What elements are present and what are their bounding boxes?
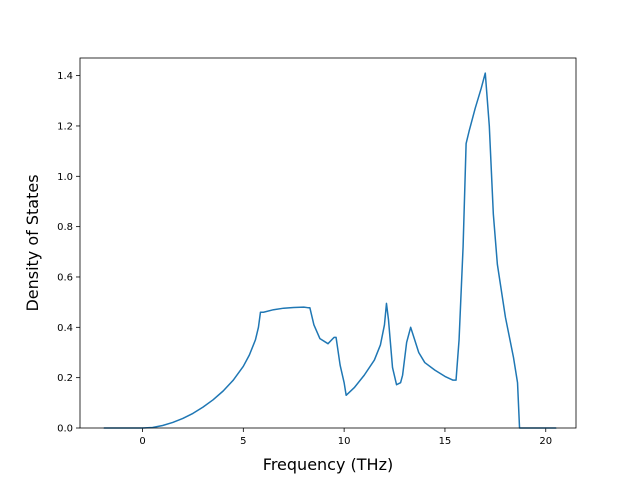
x-tick-label: 20 [539, 436, 552, 447]
x-axis-ticks: 0 5 10 15 20 [139, 428, 552, 447]
y-tick-label: 0.2 [57, 373, 73, 384]
y-tick-label: 0.0 [57, 424, 73, 435]
y-axis-ticks: 0.0 0.2 0.4 0.6 0.8 1.0 1.2 1.4 [57, 71, 80, 435]
plot-background [80, 58, 576, 428]
dos-line [103, 72, 557, 429]
y-axis-label: Density of States [23, 174, 42, 311]
y-tick-label: 1.2 [57, 121, 73, 132]
y-tick-label: 1.0 [57, 172, 73, 183]
x-axis-label: Frequency (THz) [263, 455, 393, 474]
y-tick-label: 0.4 [57, 323, 73, 334]
x-tick-label: 5 [240, 436, 246, 447]
y-tick-label: 0.8 [57, 222, 73, 233]
x-tick-label: 0 [139, 436, 145, 447]
y-tick-label: 0.6 [57, 272, 73, 283]
plot-frame [79, 57, 577, 429]
y-tick-label: 1.4 [57, 71, 73, 82]
x-tick-label: 15 [439, 436, 452, 447]
x-tick-label: 10 [338, 436, 351, 447]
